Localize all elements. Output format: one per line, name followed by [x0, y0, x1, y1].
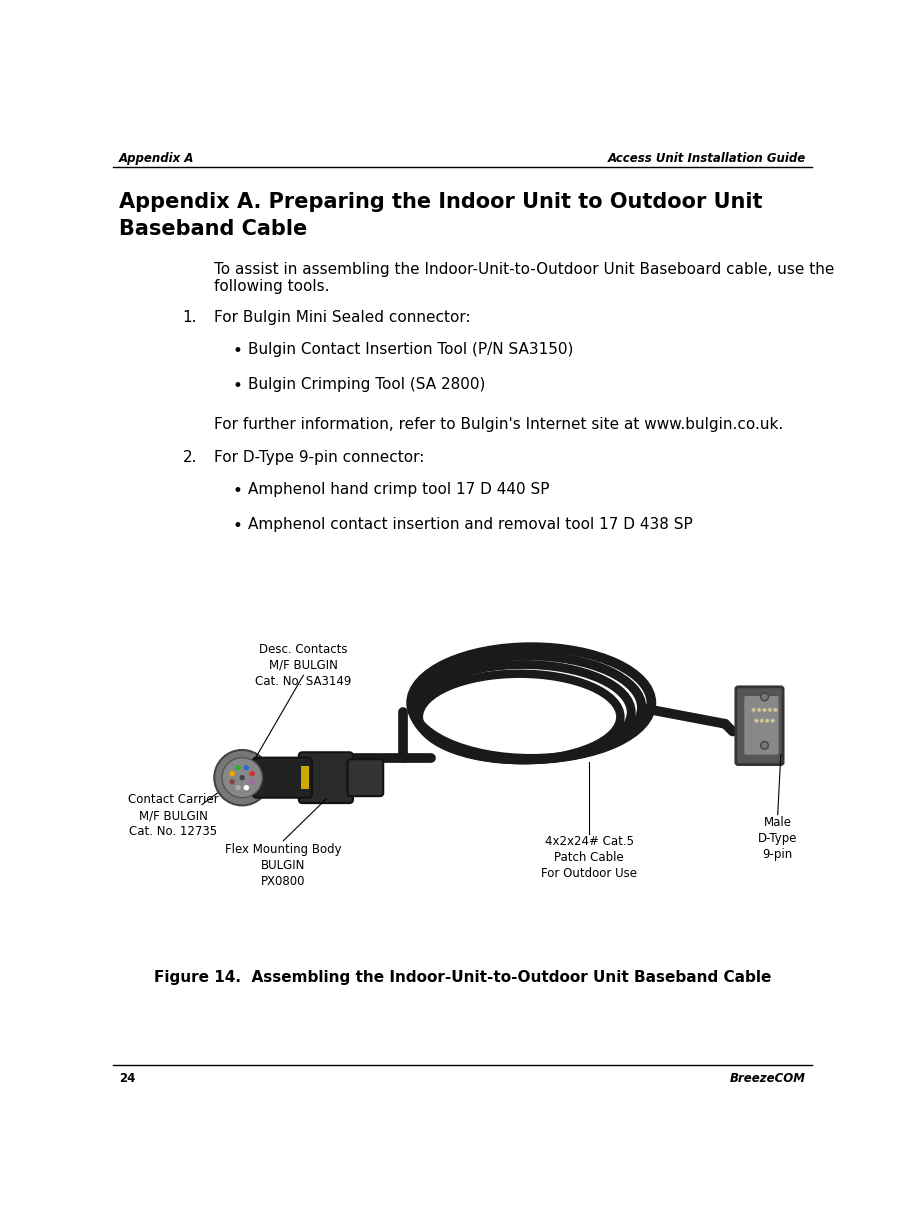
Circle shape [760, 741, 769, 750]
Text: Figure 14.  Assembling the Indoor-Unit-to-Outdoor Unit Baseband Cable: Figure 14. Assembling the Indoor-Unit-to… [153, 970, 771, 985]
Circle shape [754, 719, 759, 723]
Text: Amphenol hand crimp tool 17 D 440 SP: Amphenol hand crimp tool 17 D 440 SP [248, 482, 550, 497]
Text: To assist in assembling the Indoor-Unit-to-Outdoor Unit Baseboard cable, use the: To assist in assembling the Indoor-Unit-… [214, 262, 833, 277]
Text: BreezeCOM: BreezeCOM [730, 1072, 805, 1085]
Circle shape [244, 766, 249, 770]
Text: Appendix A: Appendix A [119, 152, 195, 166]
FancyBboxPatch shape [299, 752, 353, 803]
Text: •: • [233, 482, 243, 500]
Text: Desc. Contacts
M/F BULGIN
Cat. No. SA3149: Desc. Contacts M/F BULGIN Cat. No. SA314… [255, 642, 352, 688]
Circle shape [250, 770, 255, 777]
Text: following tools.: following tools. [214, 279, 329, 294]
Circle shape [215, 750, 270, 806]
Text: 1.: 1. [182, 310, 197, 324]
Text: Contact Carrier
M/F BULGIN
Cat. No. 12735: Contact Carrier M/F BULGIN Cat. No. 1273… [128, 794, 218, 839]
Text: Flex Mounting Body
BULGIN
PX0800: Flex Mounting Body BULGIN PX0800 [225, 844, 342, 889]
Circle shape [235, 785, 241, 790]
Circle shape [768, 708, 772, 712]
Text: For further information, refer to Bulgin's Internet site at www.bulgin.co.uk.: For further information, refer to Bulgin… [214, 417, 783, 433]
Text: Male
D-Type
9-pin: Male D-Type 9-pin [758, 817, 797, 861]
Circle shape [757, 708, 761, 712]
Circle shape [229, 779, 235, 785]
Text: Bulgin Crimping Tool (SA 2800): Bulgin Crimping Tool (SA 2800) [248, 377, 486, 393]
Circle shape [770, 719, 775, 723]
Circle shape [235, 766, 241, 770]
Text: •: • [233, 377, 243, 395]
Circle shape [765, 719, 769, 723]
FancyBboxPatch shape [347, 759, 383, 796]
Circle shape [760, 692, 769, 701]
Circle shape [222, 758, 262, 797]
Text: 4x2x24# Cat.5
Patch Cable
For Outdoor Use: 4x2x24# Cat.5 Patch Cable For Outdoor Us… [541, 835, 638, 880]
Text: •: • [233, 341, 243, 360]
Circle shape [229, 770, 235, 777]
FancyBboxPatch shape [301, 766, 308, 789]
Circle shape [773, 708, 778, 712]
FancyBboxPatch shape [253, 758, 312, 797]
Circle shape [762, 708, 767, 712]
Text: Amphenol contact insertion and removal tool 17 D 438 SP: Amphenol contact insertion and removal t… [248, 517, 693, 533]
Circle shape [759, 719, 764, 723]
Text: 2.: 2. [182, 450, 197, 464]
Circle shape [239, 775, 244, 780]
Text: Appendix A. Preparing the Indoor Unit to Outdoor Unit: Appendix A. Preparing the Indoor Unit to… [119, 193, 762, 212]
Text: 24: 24 [119, 1072, 135, 1085]
Text: Access Unit Installation Guide: Access Unit Installation Guide [607, 152, 805, 166]
Circle shape [250, 779, 255, 785]
FancyBboxPatch shape [743, 695, 779, 756]
Text: Baseband Cable: Baseband Cable [119, 219, 308, 239]
Bar [113, 601, 812, 963]
Circle shape [244, 785, 249, 790]
FancyBboxPatch shape [736, 686, 783, 764]
Text: For Bulgin Mini Sealed connector:: For Bulgin Mini Sealed connector: [214, 310, 470, 324]
Text: •: • [233, 517, 243, 535]
Circle shape [751, 708, 756, 712]
Text: For D-Type 9-pin connector:: For D-Type 9-pin connector: [214, 450, 424, 464]
Text: Bulgin Contact Insertion Tool (P/N SA3150): Bulgin Contact Insertion Tool (P/N SA315… [248, 341, 574, 357]
